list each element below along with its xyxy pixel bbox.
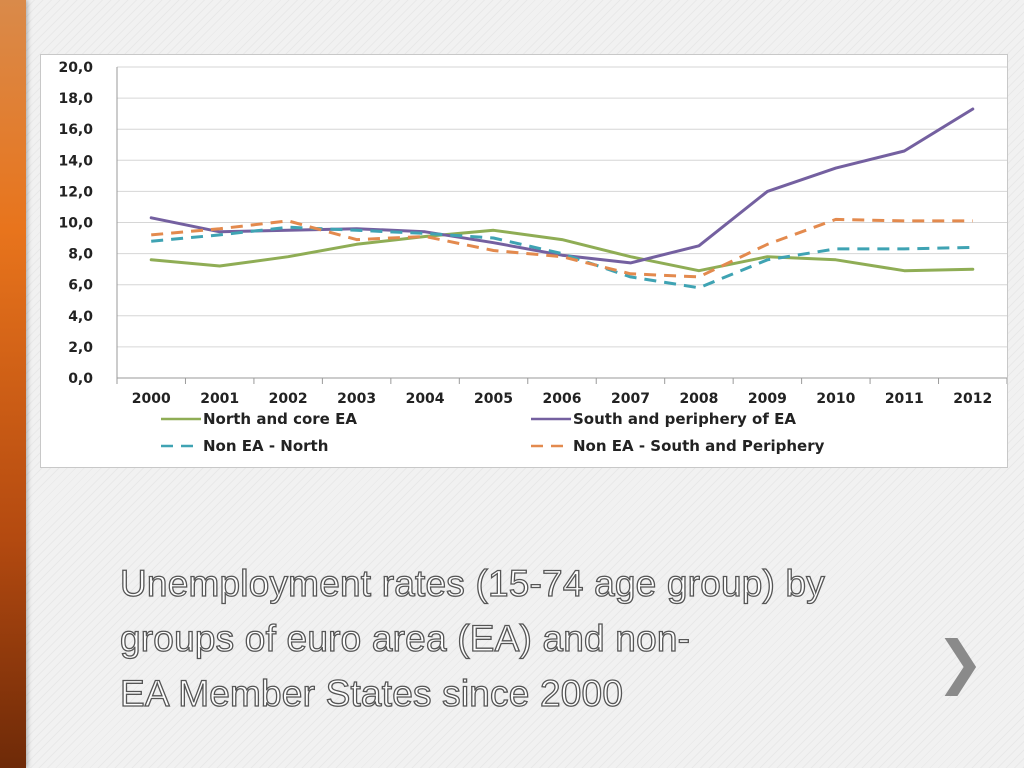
slide-caption: Unemployment rates (15-74 age group) by … xyxy=(119,556,920,721)
x-tick-label: 2012 xyxy=(953,391,992,407)
series-line-1 xyxy=(149,228,975,273)
x-tick-label: 2007 xyxy=(611,391,650,407)
y-tick-label: 8,0 xyxy=(68,247,93,263)
y-tick-label: 6,0 xyxy=(68,278,93,294)
y-tick-label: 2,0 xyxy=(68,340,93,356)
chevron-right-icon[interactable]: ❯ xyxy=(935,628,985,696)
line-chart: 0,0 2,0 4,0 6,0 8,0 10,0 12,0 14,0 16,0 18,0 20,0 2… xyxy=(58,60,1007,455)
y-tick-label: 0,0 xyxy=(68,371,93,387)
x-tick-label: 2001 xyxy=(200,391,239,407)
legend-label-3: Non EA - North xyxy=(203,437,328,455)
x-tick-label: 2003 xyxy=(337,391,376,407)
y-tick-label: 10,0 xyxy=(58,216,93,232)
x-tick-label: 2005 xyxy=(474,391,513,407)
legend-label-4: Non EA - South and Periphery xyxy=(573,437,825,455)
y-tick-label: 20,0 xyxy=(58,60,93,76)
x-tick-label: 2000 xyxy=(132,391,171,407)
y-tick-label: 12,0 xyxy=(58,184,93,200)
side-accent-bar xyxy=(0,0,26,768)
legend-label-2: South and periphery of EA xyxy=(573,410,796,428)
y-tick-label: 14,0 xyxy=(58,153,93,169)
x-tick-label: 2010 xyxy=(816,391,855,407)
y-tick-label: 18,0 xyxy=(58,91,93,107)
x-tick-label: 2006 xyxy=(543,391,582,407)
y-tick-label: 16,0 xyxy=(58,122,93,138)
series-line-2 xyxy=(149,107,975,265)
caption-line-3: EA Member States since 2000 xyxy=(119,672,624,714)
series-line-4 xyxy=(151,217,973,279)
x-tick-label: 2002 xyxy=(269,391,308,407)
caption-line-2: groups of euro area (EA) and non- xyxy=(119,617,691,659)
x-tick-label: 2011 xyxy=(885,391,924,407)
y-tick-label: 4,0 xyxy=(68,309,93,325)
legend-label-1: North and core EA xyxy=(203,410,357,428)
x-tick-label: 2009 xyxy=(748,391,787,407)
x-tick-label: 2008 xyxy=(679,391,718,407)
x-tick-label: 2004 xyxy=(406,391,445,407)
caption-line-1: Unemployment rates (15-74 age group) by xyxy=(119,562,826,604)
chart-panel: 0,0 2,0 4,0 6,0 8,0 10,0 12,0 14,0 16,0 18,0 20,0 2… xyxy=(40,54,1008,468)
